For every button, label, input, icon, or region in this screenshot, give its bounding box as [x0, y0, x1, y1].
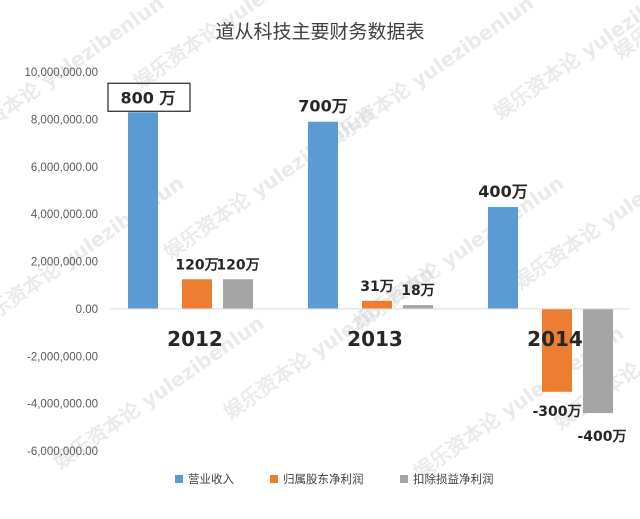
y-tick-label: 4,000,000.00: [31, 209, 98, 221]
y-tick-label: 0.00: [76, 304, 98, 316]
data-label: 120万: [216, 257, 259, 273]
label-box: [107, 82, 191, 112]
legend-label: 归属股东净利润: [283, 472, 364, 486]
y-tick-label: -6,000,000.00: [27, 446, 98, 458]
legend-swatch: [175, 475, 183, 483]
bar: [583, 308, 613, 414]
legend: 营业收入 归属股东净利润 扣除损益净利润: [175, 472, 494, 486]
y-tick-label: 6,000,000.00: [31, 162, 98, 174]
data-label: 120万: [175, 257, 218, 273]
bar: [362, 300, 392, 309]
bar: [308, 121, 338, 309]
watermark-text: 娱乐资本论 yulezibenlun: [349, 171, 568, 334]
y-axis: 10,000,000.00 8,000,000.00 6,000,000.00 4,0…: [24, 67, 98, 458]
data-label: -300万: [532, 404, 581, 420]
data-label: 18万: [401, 283, 434, 299]
legend-label: 扣除损益净利润: [413, 472, 494, 486]
data-label: 400万: [478, 182, 527, 201]
category-label: 2012: [167, 327, 223, 351]
bar: [128, 112, 158, 309]
y-tick-label: 8,000,000.00: [31, 114, 98, 126]
y-tick-label: -4,000,000.00: [27, 399, 98, 411]
chart-title: 道从科技主要财务数据表: [215, 21, 424, 43]
y-tick-label: 2,000,000.00: [31, 257, 98, 269]
data-label: 800 万: [121, 88, 176, 107]
bar: [488, 207, 518, 309]
x-axis-categories: 2012 2013 2014: [167, 327, 583, 351]
bar: [542, 308, 572, 392]
legend-swatch: [270, 475, 278, 483]
bar: [403, 305, 433, 309]
data-labels: 800 万 700万 400万 120万 31万 -300万 120万 18万 -400万: [107, 82, 627, 445]
bars: [128, 112, 613, 414]
y-tick-label: -2,000,000.00: [27, 351, 98, 363]
legend-swatch: [400, 475, 408, 483]
bar: [182, 279, 212, 309]
data-label: -400万: [577, 429, 626, 445]
bar: [223, 279, 253, 309]
category-label: 2014: [527, 327, 583, 351]
y-tick-label: 10,000,000.00: [24, 67, 98, 79]
data-label: 31万: [360, 279, 393, 295]
legend-label: 营业收入: [188, 472, 234, 486]
data-label: 700万: [298, 97, 347, 116]
category-label: 2013: [347, 327, 403, 351]
